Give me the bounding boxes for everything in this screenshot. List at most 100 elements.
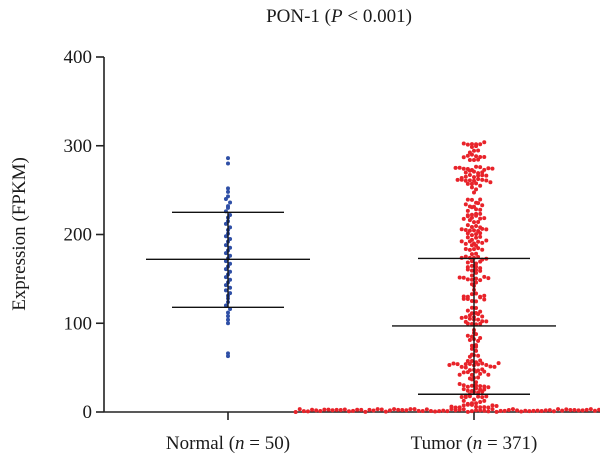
tumor-data-point	[478, 278, 483, 283]
tumor-data-point	[484, 173, 489, 178]
tumor-data-point	[469, 377, 474, 382]
tumor-data-point	[478, 231, 483, 236]
summary-lines	[146, 211, 556, 395]
x-tick-label-tumor: Tumor (n = 371)	[411, 433, 538, 454]
tumor-data-point	[396, 407, 401, 412]
tumor-data-point	[338, 408, 343, 413]
y-tick-label: 0	[83, 402, 93, 423]
tumor-data-point	[467, 316, 472, 321]
tumor-data-point	[293, 410, 298, 414]
normal-data-point	[226, 321, 230, 326]
tumor-data-point	[476, 219, 481, 224]
tumor-data-point	[539, 408, 544, 413]
tumor-data-point	[469, 181, 474, 186]
tumor-data-point	[465, 384, 470, 389]
tumor-data-point	[465, 359, 470, 364]
tumor-data-point	[478, 268, 483, 273]
tumor-data-point	[472, 158, 476, 163]
tumor-data-point	[474, 276, 479, 281]
tumor-data-point	[408, 407, 413, 412]
tumor-data-point	[478, 266, 483, 271]
title-p: P	[330, 6, 343, 27]
tumor-data-point	[465, 308, 470, 313]
tumor-data-point	[480, 226, 485, 231]
tumor-data-point	[461, 383, 466, 388]
tumor-data-point	[519, 409, 524, 414]
tumor-data-point	[457, 407, 462, 412]
tumor-data-point	[476, 312, 481, 317]
tumor-data-point	[383, 409, 388, 414]
tumor-data-point	[469, 152, 474, 157]
tumor-data-point	[480, 395, 485, 400]
tumor-data-point	[476, 239, 481, 244]
tumor-data-point	[379, 407, 384, 412]
tumor-data-point	[478, 399, 483, 404]
tumor-data-point	[465, 402, 470, 407]
tumor-data-point	[400, 408, 405, 412]
tumor-data-point	[463, 241, 468, 246]
tumor-data-point	[474, 408, 479, 413]
tumor-data-point	[482, 216, 487, 221]
normal-data-point	[226, 354, 230, 359]
tumor-data-point	[469, 273, 474, 278]
tumor-data-point	[461, 216, 466, 221]
tumor-data-point	[543, 408, 548, 413]
tumor-data-point	[474, 380, 479, 385]
tumor-data-point	[568, 408, 573, 413]
tumor-data-point	[459, 177, 464, 182]
tumor-data-point	[478, 197, 483, 202]
normal-data-point	[226, 161, 230, 166]
y-tick-label: 100	[64, 313, 93, 334]
tumor-data-point	[478, 211, 483, 216]
tumor-data-point	[523, 408, 528, 413]
tumor-data-point	[486, 372, 491, 377]
tumor-data-point	[478, 358, 483, 363]
tumor-data-point	[469, 321, 474, 326]
tumor-data-point	[476, 338, 481, 343]
tumor-data-point	[461, 403, 466, 408]
tumor-data-point	[535, 408, 540, 413]
tumor-data-point	[527, 409, 532, 414]
tumor-data-point	[342, 407, 347, 412]
tumor-data-point	[474, 332, 479, 337]
tumor-data-point	[478, 216, 483, 221]
tumor-data-point	[469, 225, 474, 230]
data-points	[223, 140, 600, 414]
tumor-data-point	[463, 246, 468, 251]
tumor-data-point	[476, 353, 481, 358]
tumor-data-point	[469, 259, 474, 264]
y-tick-label: 400	[64, 47, 93, 68]
tumor-data-point	[463, 315, 468, 320]
tumor-data-point	[467, 172, 472, 177]
tumor-data-point	[465, 208, 470, 213]
tumor-data-point	[564, 407, 569, 412]
tumor-data-point	[480, 203, 485, 208]
tumor-data-point	[297, 407, 302, 412]
tumor-data-point	[355, 407, 360, 412]
normal-data-point	[223, 288, 228, 293]
tumor-data-point	[474, 291, 479, 296]
tumor-data-point	[472, 247, 476, 252]
tumor-data-point	[375, 407, 380, 412]
tumor-data-point	[474, 144, 479, 149]
tumor-data-point	[476, 157, 481, 162]
tumor-data-point	[330, 408, 335, 413]
tumor-data-point	[474, 348, 479, 353]
tumor-data-point	[469, 252, 474, 257]
tumor-data-point	[478, 207, 483, 212]
tumor-data-point	[480, 314, 485, 319]
normal-data-point	[223, 243, 228, 248]
tumor-data-point	[474, 235, 479, 240]
tumor-data-point	[416, 408, 421, 413]
tumor-data-point	[498, 408, 503, 413]
tumor-data-point	[461, 296, 466, 301]
tumor-data-point	[478, 183, 483, 188]
tumor-data-point	[488, 180, 493, 185]
tumor-data-point	[486, 276, 491, 281]
tumor-data-point	[437, 409, 442, 414]
tumor-data-point	[486, 409, 491, 414]
normal-data-point	[228, 200, 233, 205]
tumor-data-point	[428, 408, 433, 413]
tumor-data-point	[469, 142, 474, 147]
tumor-data-point	[576, 408, 581, 413]
